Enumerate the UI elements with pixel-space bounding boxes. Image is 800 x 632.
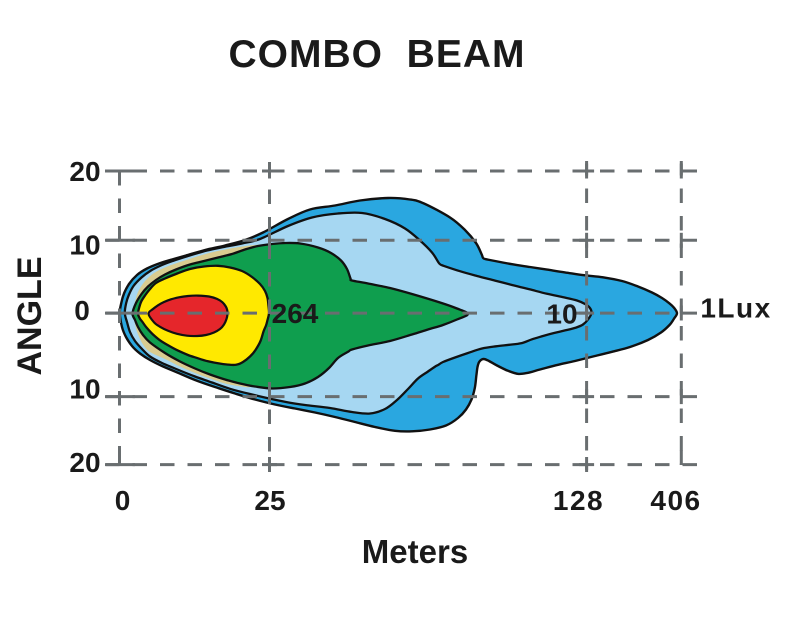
svg-text:10: 10 — [546, 299, 577, 330]
svg-text:0: 0 — [74, 295, 90, 326]
svg-text:10: 10 — [69, 374, 100, 405]
svg-text:406: 406 — [650, 485, 701, 516]
svg-text:COMBO BEAM: COMBO BEAM — [229, 33, 526, 76]
svg-text:20: 20 — [69, 156, 100, 187]
svg-text:264: 264 — [272, 298, 319, 329]
svg-text:20: 20 — [69, 447, 100, 478]
svg-text:128: 128 — [553, 485, 604, 516]
svg-text:ANGLE: ANGLE — [11, 257, 49, 376]
svg-text:1Lux: 1Lux — [700, 293, 771, 324]
svg-text:25: 25 — [254, 485, 285, 516]
svg-text:10: 10 — [69, 230, 100, 261]
svg-text:Meters: Meters — [362, 533, 468, 570]
svg-text:0: 0 — [115, 485, 131, 516]
